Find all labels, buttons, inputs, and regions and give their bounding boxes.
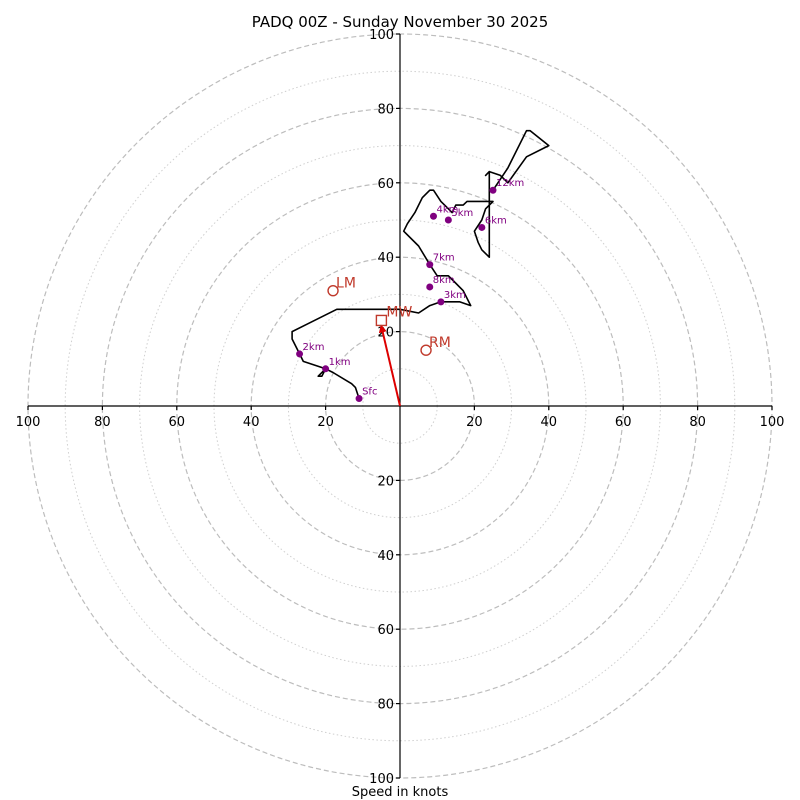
height-point <box>355 395 363 403</box>
x-axis-label: Speed in knots <box>352 785 449 800</box>
y-tick-label: 100 <box>369 28 394 43</box>
height-point <box>322 365 330 373</box>
chart-title: PADQ 00Z - Sunday November 30 2025 <box>252 13 549 31</box>
y-tick-label: 80 <box>377 102 394 117</box>
x-tick-label: 20 <box>317 415 334 430</box>
height-label: 2km <box>303 342 325 353</box>
x-tick-label: 60 <box>615 415 632 430</box>
height-label: 7km <box>433 253 455 264</box>
tick-labels: 100 80 60 40 20 20 40 60 80 100 20 20 40 40 60 60 80 80 10… <box>16 28 785 787</box>
y-tick-label: 60 <box>377 623 394 638</box>
y-tick-label: 80 <box>377 698 394 713</box>
rm-marker <box>420 344 432 356</box>
height-point <box>489 186 497 194</box>
height-point <box>478 223 486 231</box>
y-tick-label: 100 <box>369 772 394 787</box>
height-point <box>426 283 434 291</box>
height-point <box>437 298 445 306</box>
height-label: 5km <box>451 208 473 219</box>
mw-marker <box>375 314 388 327</box>
y-tick-label: 40 <box>377 251 394 266</box>
height-label: 6km <box>485 215 507 226</box>
x-tick-label: 80 <box>94 415 111 430</box>
y-tick-label: 20 <box>377 474 394 489</box>
height-point <box>429 212 437 220</box>
hodograph-trace-group <box>291 129 550 399</box>
y-tick-label: 20 <box>377 326 394 341</box>
height-label: Sfc <box>362 387 377 398</box>
mw-label: MW <box>386 304 412 320</box>
storm-motion-vector <box>378 324 401 407</box>
height-point <box>444 216 452 224</box>
lm-label: LM <box>336 276 356 292</box>
y-tick-label: 40 <box>377 549 394 564</box>
height-point <box>296 350 304 358</box>
x-tick-label: 20 <box>466 415 483 430</box>
lm-marker <box>327 284 339 297</box>
height-label: 1km <box>329 357 351 368</box>
height-point <box>426 261 434 269</box>
x-tick-label: 40 <box>243 415 260 430</box>
height-label: 12km <box>496 178 524 189</box>
y-tick-label: 60 <box>377 177 394 192</box>
x-tick-label: 100 <box>16 415 41 430</box>
hodograph-trace <box>291 129 550 399</box>
height-label: 8km <box>433 275 455 286</box>
rm-label: RM <box>429 335 451 351</box>
x-tick-label: 60 <box>169 415 186 430</box>
height-label: 3km <box>444 290 466 301</box>
x-tick-label: 80 <box>689 415 706 430</box>
storm-motion: MW LM RM <box>327 276 451 407</box>
height-label: 4km <box>436 204 458 215</box>
x-tick-label: 40 <box>541 415 558 430</box>
x-tick-label: 100 <box>760 415 785 430</box>
